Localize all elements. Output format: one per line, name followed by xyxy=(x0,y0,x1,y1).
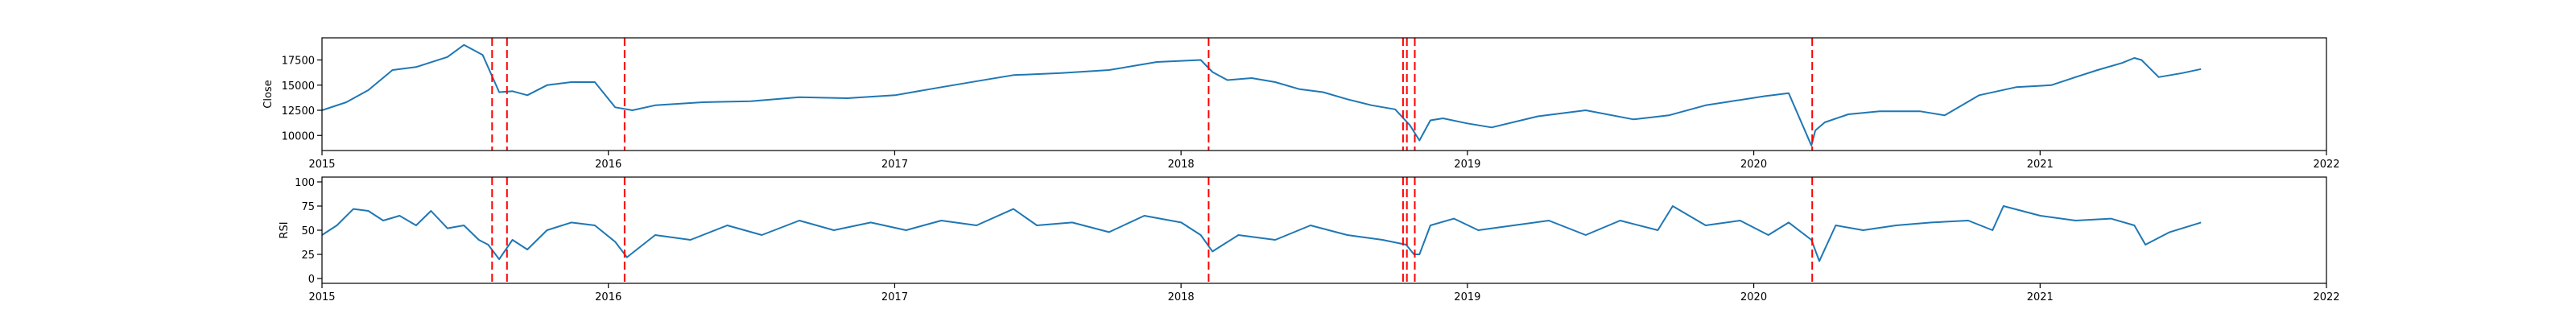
x-tick-label: 2016 xyxy=(595,291,621,303)
x-tick-label: 2022 xyxy=(2313,291,2339,303)
x-tick-label: 2015 xyxy=(308,291,335,303)
x-tick-label: 2018 xyxy=(1168,291,1195,303)
x-tick-label: 2017 xyxy=(881,159,908,171)
rsi-series-line xyxy=(321,205,2202,262)
x-tick-label: 2022 xyxy=(2313,159,2339,171)
y-axis-label: Close xyxy=(262,80,275,108)
y-axis-label: RSI xyxy=(279,221,291,238)
x-tick-label: 2021 xyxy=(2027,159,2054,171)
y-tick-label: 10000 xyxy=(282,130,315,142)
y-tick-label: 0 xyxy=(308,274,315,286)
y-tick-label: 100 xyxy=(295,177,315,189)
y-tick-label: 17500 xyxy=(282,56,315,68)
x-tick-label: 2019 xyxy=(1454,291,1480,303)
x-tick-label: 2016 xyxy=(595,159,621,171)
axes-frame xyxy=(321,37,2327,151)
panel-close: 2015 2016 2017 2018 2019 2020 2021 2022 10000 125… xyxy=(262,37,2340,171)
x-tick-label: 2019 xyxy=(1454,159,1480,171)
y-tick-label: 50 xyxy=(301,225,315,237)
y-tick-label: 15000 xyxy=(282,80,315,93)
x-tick-label: 2017 xyxy=(881,291,908,303)
y-tick-label: 12500 xyxy=(282,105,315,118)
axes-frame xyxy=(321,176,2327,284)
y-tick-label: 25 xyxy=(301,250,315,262)
x-tick-label: 2015 xyxy=(308,159,335,171)
x-tick-label: 2020 xyxy=(1740,291,1767,303)
x-tick-label: 2018 xyxy=(1168,159,1195,171)
x-tick-label: 2021 xyxy=(2027,291,2054,303)
close-series-line xyxy=(321,43,2202,146)
x-tick-label: 2020 xyxy=(1740,159,1767,171)
panel-rsi: 2015 2016 2017 2018 2019 2020 2021 2022 0 25 50 75 1… xyxy=(279,176,2340,303)
y-tick-label: 75 xyxy=(301,201,315,213)
